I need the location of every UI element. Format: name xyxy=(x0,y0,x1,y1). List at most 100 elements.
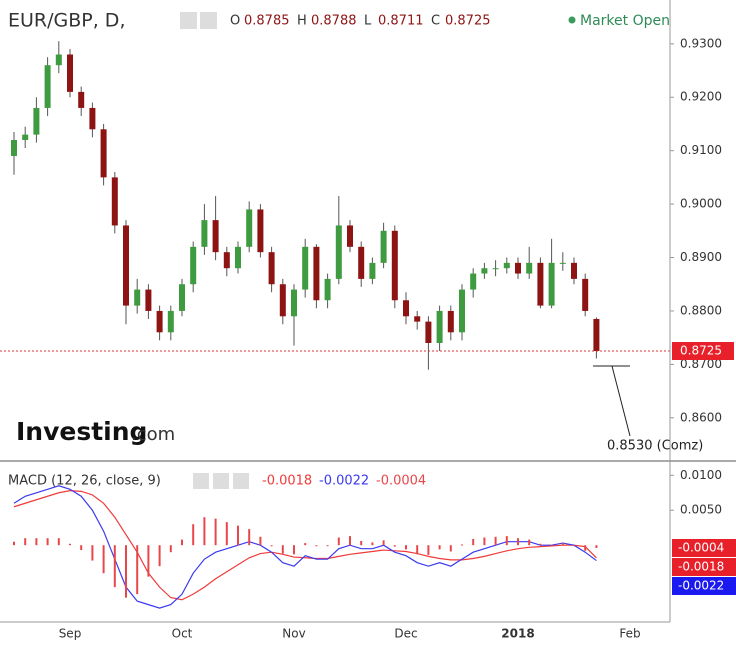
candle-body xyxy=(100,129,107,178)
histogram-bar xyxy=(539,543,542,546)
candle-body xyxy=(358,246,365,279)
candle-body xyxy=(302,246,309,290)
candle-body xyxy=(212,220,219,253)
close-icon[interactable] xyxy=(233,473,249,489)
histogram-bar xyxy=(125,545,127,598)
y-tick-label: 0.8600 xyxy=(680,410,722,424)
eye-icon[interactable] xyxy=(193,473,209,489)
candle-body xyxy=(89,107,96,130)
histogram-bar xyxy=(69,543,71,546)
eye-icon[interactable] xyxy=(180,12,197,29)
candle-body xyxy=(559,262,566,264)
histogram-bar xyxy=(192,524,195,546)
histogram-bar xyxy=(584,545,587,551)
candle-body xyxy=(459,289,465,333)
candle-body xyxy=(167,310,174,333)
histogram-bar xyxy=(517,538,519,546)
macd-readout-value: -0.0004 xyxy=(376,474,426,489)
candle-body xyxy=(22,134,29,140)
histogram-bar xyxy=(102,545,105,574)
histogram-bar xyxy=(91,545,94,561)
y-tick-label: 0.8900 xyxy=(680,250,722,264)
histogram-bar xyxy=(573,545,575,547)
x-tick-label: Dec xyxy=(394,627,417,641)
value-box xyxy=(672,576,736,595)
histogram-bar xyxy=(158,545,161,567)
candle-body xyxy=(335,225,342,279)
histogram-bar xyxy=(326,545,329,547)
settings-icon[interactable] xyxy=(213,473,229,489)
candle-body xyxy=(503,262,510,269)
histogram-bar xyxy=(416,545,419,555)
candle-body xyxy=(593,318,600,352)
candle-body xyxy=(78,91,85,108)
histogram-bar xyxy=(494,536,497,546)
x-tick-label: Sep xyxy=(59,627,82,641)
x-tick-label: Oct xyxy=(172,627,193,641)
candle-body xyxy=(179,284,185,311)
candle-body xyxy=(223,252,230,269)
ohlc-key: L xyxy=(364,14,372,29)
histogram-bar xyxy=(270,545,273,547)
x-tick-label: 2018 xyxy=(501,627,534,641)
candle-body xyxy=(279,284,286,317)
candle-body xyxy=(369,262,376,279)
histogram-bar xyxy=(35,538,38,546)
candle-body xyxy=(582,278,589,311)
histogram-bar xyxy=(315,545,318,547)
macd-title: MACD (12, 26, close, 9) xyxy=(8,474,161,489)
value-box-label: -0.0022 xyxy=(678,578,724,592)
histogram-bar xyxy=(371,542,374,546)
brand-logo: Investing xyxy=(16,417,147,446)
candle-body xyxy=(123,225,129,306)
macd-line xyxy=(13,485,597,609)
candle-body xyxy=(11,139,17,157)
histogram-bar xyxy=(382,540,385,546)
histogram-bar xyxy=(483,537,486,546)
candle-body xyxy=(537,262,544,306)
histogram-bar xyxy=(393,545,396,547)
candle-body xyxy=(414,316,421,322)
annotation-leader xyxy=(611,365,631,437)
histogram-bar xyxy=(427,545,430,555)
candle-body xyxy=(347,225,353,247)
histogram-bar xyxy=(225,522,228,546)
ohlc-readout: O 0.8785 H 0.8788 L 0.8711 C 0.8725 xyxy=(230,14,491,29)
candle-body xyxy=(257,209,264,253)
histogram-bar xyxy=(337,537,340,546)
histogram-bar xyxy=(80,545,83,551)
histogram-bar xyxy=(360,541,363,546)
y-tick-label: 0.0050 xyxy=(680,503,722,517)
histogram-bar xyxy=(349,536,351,546)
histogram-bar xyxy=(24,538,27,546)
market-status: Market Open xyxy=(580,13,670,29)
candle-body xyxy=(134,289,141,306)
x-tick-label: Nov xyxy=(282,627,305,641)
macd-readout-value: -0.0018 xyxy=(262,474,312,489)
histogram-bar xyxy=(214,518,217,546)
histogram-bar xyxy=(237,525,239,546)
ohlc-value: 0.8785 xyxy=(244,14,290,29)
ohlc-key: C xyxy=(431,14,440,29)
candle-body xyxy=(403,300,409,317)
candle-body xyxy=(190,246,197,285)
candle-body xyxy=(571,262,577,279)
y-tick-label: 0.9100 xyxy=(680,143,722,157)
histogram-bar xyxy=(505,536,508,546)
histogram-bar xyxy=(248,529,251,546)
histogram-bar xyxy=(438,545,441,550)
macd-readout: -0.0018 -0.0022 -0.0004 xyxy=(262,474,426,489)
macd-readout-value: -0.0022 xyxy=(319,474,369,489)
histogram-bar xyxy=(595,545,598,548)
histogram-bar xyxy=(281,545,284,554)
value-box xyxy=(672,557,736,576)
status-dot xyxy=(568,16,576,24)
histogram-bar xyxy=(550,544,553,546)
candle-body xyxy=(481,268,488,274)
settings-icon[interactable] xyxy=(200,12,217,29)
candle-body xyxy=(447,310,454,333)
last-price-label: 0.8725 xyxy=(680,344,722,358)
candle-body xyxy=(324,278,331,301)
